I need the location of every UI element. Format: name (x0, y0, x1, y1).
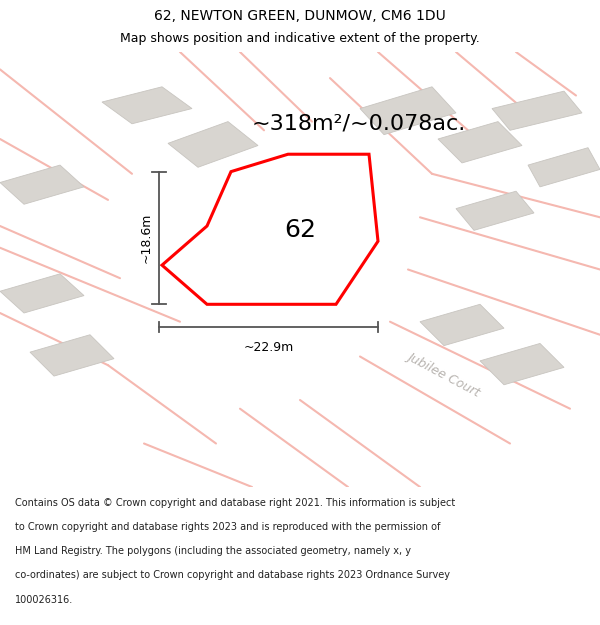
Text: Contains OS data © Crown copyright and database right 2021. This information is : Contains OS data © Crown copyright and d… (15, 498, 455, 508)
Text: Map shows position and indicative extent of the property.: Map shows position and indicative extent… (120, 32, 480, 45)
Polygon shape (0, 274, 84, 313)
Text: HM Land Registry. The polygons (including the associated geometry, namely x, y: HM Land Registry. The polygons (includin… (15, 546, 411, 556)
Text: ~18.6m: ~18.6m (139, 213, 152, 263)
Polygon shape (168, 122, 258, 168)
Text: ~22.9m: ~22.9m (244, 341, 293, 354)
Polygon shape (420, 304, 504, 346)
Text: 100026316.: 100026316. (15, 594, 73, 604)
Polygon shape (492, 91, 582, 130)
Text: Jubilee Court: Jubilee Court (406, 349, 482, 399)
Polygon shape (360, 87, 456, 134)
Polygon shape (162, 154, 378, 304)
Text: to Crown copyright and database rights 2023 and is reproduced with the permissio: to Crown copyright and database rights 2… (15, 522, 440, 532)
Text: 62: 62 (284, 218, 316, 242)
Text: 62, NEWTON GREEN, DUNMOW, CM6 1DU: 62, NEWTON GREEN, DUNMOW, CM6 1DU (154, 9, 446, 23)
Polygon shape (102, 87, 192, 124)
Text: ~318m²/~0.078ac.: ~318m²/~0.078ac. (252, 114, 466, 134)
Polygon shape (456, 191, 534, 231)
Text: co-ordinates) are subject to Crown copyright and database rights 2023 Ordnance S: co-ordinates) are subject to Crown copyr… (15, 571, 450, 581)
Polygon shape (480, 344, 564, 385)
Polygon shape (438, 122, 522, 163)
Polygon shape (30, 335, 114, 376)
Polygon shape (0, 165, 84, 204)
Polygon shape (528, 148, 600, 187)
